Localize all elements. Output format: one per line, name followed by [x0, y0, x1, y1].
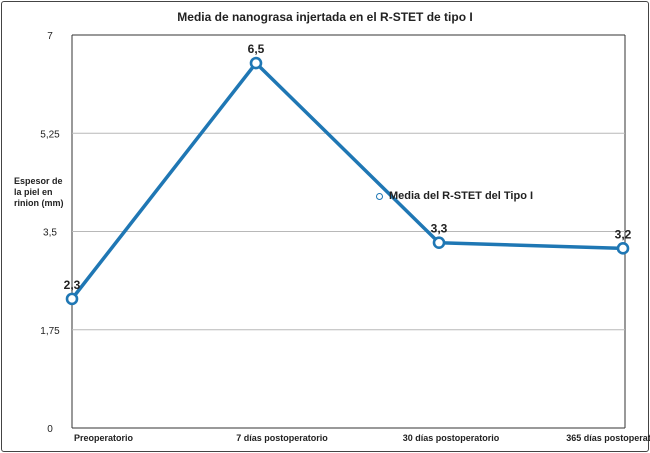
y-tick-labels: 0 1,75 3,5 5,25 7	[40, 31, 60, 435]
series-group: 2,3 6,5 3,3 3,2	[64, 42, 632, 306]
x-tick-label: 365 días postoperatorio	[566, 433, 650, 443]
y-tick-label: 3,5	[43, 228, 57, 239]
data-label: 3,2	[615, 227, 632, 241]
data-point	[432, 236, 446, 250]
x-tick-label: 7 días postoperatorio	[236, 433, 328, 443]
y-axis-label: Espesor de la piel en rinion (mm)	[14, 176, 64, 208]
x-tick-label: Preoperatorio	[74, 433, 134, 443]
legend-label: Media del R-STET del Tipo I	[389, 190, 534, 202]
legend-marker-icon	[376, 192, 383, 200]
data-point	[616, 242, 630, 255]
chart-title: Media de nanograsa injertada en el R-STE…	[177, 10, 473, 24]
data-label: 6,5	[248, 42, 265, 56]
data-point	[249, 56, 263, 70]
x-tick-label: 30 días postoperatorio	[403, 433, 500, 443]
series-line	[70, 61, 624, 300]
y-tick-label: 1,75	[40, 326, 60, 337]
y-tick-label: 5,25	[40, 129, 60, 140]
legend: Media del R-STET del Tipo I	[376, 190, 533, 202]
data-label: 2,3	[64, 278, 81, 292]
y-tick-label: 7	[47, 31, 53, 42]
data-point	[65, 292, 79, 306]
x-tick-labels: Preoperatorio 7 días postoperatorio 30 día…	[74, 433, 650, 443]
y-tick-label: 0	[47, 424, 53, 435]
grid-lines	[71, 34, 626, 429]
data-label: 3,3	[431, 222, 448, 236]
